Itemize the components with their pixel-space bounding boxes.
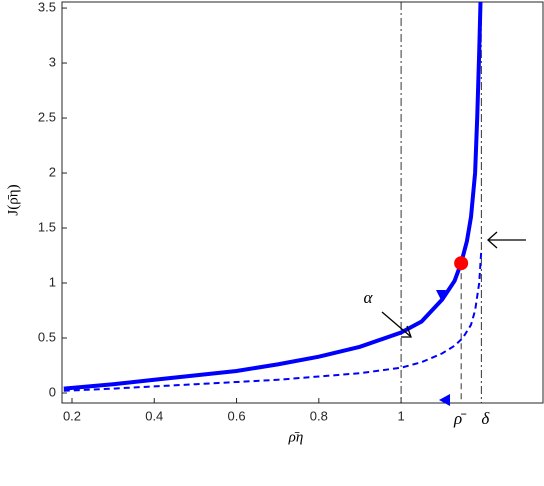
y-tick-label: 0 — [49, 384, 56, 399]
y-axis-label: J(ρ̄η) — [5, 184, 21, 215]
annotation-arrow — [381, 311, 411, 337]
y-tick-label: 2 — [49, 164, 56, 179]
x-tick-label: 0.6 — [227, 408, 245, 423]
direction-marker — [436, 290, 446, 300]
annotation-arrowhead — [487, 231, 498, 249]
x-tick-label: 0.8 — [310, 408, 328, 423]
y-tick-label: 3.5 — [38, 0, 56, 14]
direction-marker — [439, 394, 450, 406]
x-tick-label: 1 — [397, 408, 404, 423]
reference-label: δ — [481, 409, 490, 428]
series-line — [63, 1, 483, 391]
y-tick-label: 2.5 — [38, 109, 56, 124]
reference-label: ρ̄ — [453, 409, 467, 428]
x-tick-label: 0.2 — [63, 408, 81, 423]
annotation-arrowhead — [401, 325, 412, 338]
highlight-point — [454, 256, 469, 271]
plot-area — [61, 1, 544, 404]
y-tick-label: 0.5 — [38, 329, 56, 344]
x-axis-label: ρ̄η — [288, 429, 304, 445]
annotation-label: α — [364, 288, 374, 307]
y-tick-label: 3 — [49, 54, 56, 69]
y-tick-label: 1 — [49, 274, 56, 289]
y-tick-label: 1.5 — [38, 219, 56, 234]
x-tick-label: 0.4 — [145, 408, 163, 423]
